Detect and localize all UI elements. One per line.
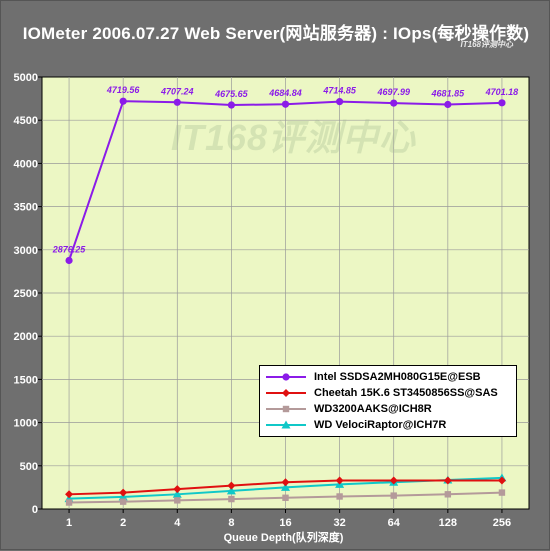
data-point	[173, 485, 182, 494]
data-point	[65, 499, 73, 506]
x-tick-label: 1	[66, 517, 72, 529]
data-point	[65, 256, 73, 265]
data-point	[281, 478, 290, 487]
y-tick-label: 500	[20, 461, 38, 473]
y-tick-label: 2000	[14, 331, 38, 343]
legend-swatch	[266, 420, 306, 429]
data-label: 2876.25	[52, 244, 87, 254]
data-point	[226, 486, 236, 495]
data-label: 4714.85	[322, 86, 357, 96]
data-point	[172, 489, 182, 498]
data-point	[497, 476, 506, 485]
data-point	[498, 99, 506, 107]
data-point	[498, 489, 506, 496]
y-tick-label: 3000	[14, 245, 38, 257]
legend-label: WD VelociRaptor@ICH7R	[314, 419, 447, 431]
data-point	[390, 99, 398, 107]
data-point	[173, 98, 181, 106]
data-point	[65, 490, 74, 499]
x-tick-label: 2	[120, 517, 126, 529]
data-point	[227, 101, 235, 109]
legend-item: WD3200AAKS@ICH8R	[260, 401, 516, 417]
data-point	[119, 97, 127, 105]
x-tick-label: 256	[493, 517, 511, 529]
watermark-logo: IT168评测中心	[171, 117, 417, 158]
data-point	[336, 98, 344, 106]
y-tick-label: 4500	[14, 115, 38, 127]
legend-swatch	[266, 405, 306, 413]
brand-tag: IT168评测中心	[460, 40, 513, 49]
data-label: 4697.99	[376, 87, 410, 97]
legend-label: Intel SSDSA2MH080G15E@ESB	[314, 371, 481, 383]
x-tick-label: 128	[439, 517, 457, 529]
data-label: 4707.24	[160, 86, 194, 96]
data-label: 4684.84	[268, 88, 302, 98]
x-tick-label: 16	[279, 517, 291, 529]
data-point	[282, 494, 289, 501]
y-tick-label: 3500	[14, 202, 38, 214]
data-label: 4675.65	[214, 89, 249, 99]
x-tick-label: 8	[228, 517, 234, 529]
data-label: 4719.56	[106, 85, 141, 95]
legend-marker	[282, 373, 290, 381]
x-tick-label: 32	[333, 517, 345, 529]
data-point	[228, 495, 235, 503]
data-point	[389, 476, 398, 485]
data-point	[119, 488, 128, 497]
y-tick-label: 0	[32, 504, 38, 516]
data-point	[119, 498, 127, 505]
data-point	[444, 100, 452, 109]
x-tick-label: 4	[174, 517, 181, 529]
x-tick-label: 64	[388, 517, 401, 529]
data-point	[281, 482, 290, 491]
data-point	[444, 491, 452, 498]
legend-swatch	[266, 373, 306, 381]
data-point	[443, 476, 452, 485]
legend-marker	[282, 405, 290, 413]
legend-label: WD3200AAKS@ICH8R	[314, 403, 432, 415]
legend-swatch	[266, 389, 306, 397]
y-tick-label: 1000	[14, 418, 38, 430]
legend-item: Cheetah 15K.6 ST3450856SS@SAS	[260, 385, 516, 401]
y-tick-label: 4000	[14, 158, 38, 170]
legend-marker	[281, 420, 291, 429]
y-tick-label: 2500	[14, 288, 38, 300]
data-point	[336, 493, 343, 500]
y-tick-label: 5000	[14, 72, 38, 84]
data-point	[174, 497, 181, 504]
x-axis-label: Queue Depth(队列深度)	[223, 532, 344, 544]
data-label: 4701.18	[485, 87, 519, 97]
legend: Intel SSDSA2MH080G15E@ESB Cheetah 15K.6 S…	[259, 365, 517, 437]
data-point	[390, 492, 397, 499]
data-point	[227, 481, 236, 490]
legend-item: WD VelociRaptor@ICH7R	[260, 417, 516, 433]
data-point	[335, 476, 344, 485]
legend-marker	[282, 389, 290, 397]
legend-item: Intel SSDSA2MH080G15E@ESB	[260, 369, 516, 385]
data-point	[281, 100, 290, 108]
legend-label: Cheetah 15K.6 ST3450856SS@SAS	[314, 387, 498, 399]
y-tick-label: 1500	[14, 374, 38, 386]
chart-title: IOMeter 2006.07.27 Web Server(网站服务器) : I…	[22, 24, 530, 43]
data-label: 4681.85	[431, 88, 466, 98]
